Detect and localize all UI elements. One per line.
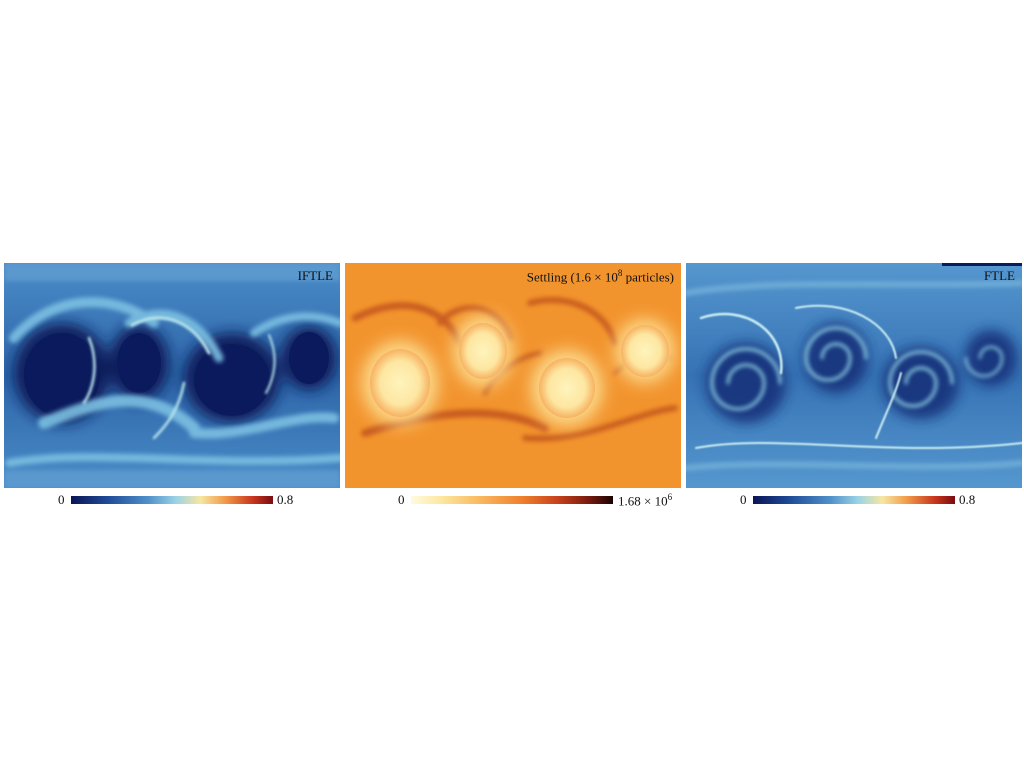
settling-panel-title: Settling (1.6 × 108 particles)	[527, 268, 674, 285]
iftle-panel-title: IFTLE	[297, 268, 333, 283]
settling-title-suffix: particles)	[622, 269, 674, 285]
iftle-colorbar-max: 0.8	[277, 492, 294, 507]
iftle-colorbar-min: 0	[58, 492, 65, 507]
settling-colorbar-gradient	[411, 496, 613, 504]
ftle-field-image: FTLE	[686, 263, 1022, 488]
settling-colorbar-max-mantissa: 1.68 × 10	[618, 493, 668, 509]
ftle-colorbar-min: 0	[740, 492, 747, 507]
settling-field-image: Settling (1.6 × 108 particles)	[345, 263, 681, 488]
settling-colorbar-min: 0	[398, 492, 405, 507]
settling-title-exponent: 8	[617, 268, 623, 278]
ftle-colorbar-gradient	[753, 496, 955, 504]
ftle-colorbar-max: 0.8	[959, 492, 976, 507]
ftle-panel-title: FTLE	[983, 268, 1015, 283]
iftle-field-image: IFTLE	[4, 263, 340, 488]
settling-colorbar-max-exponent: 6	[667, 492, 673, 502]
settling-colorbar: 0 1.68 × 106	[398, 490, 688, 509]
ftle-field-render	[686, 263, 1022, 488]
settling-colorbar-max: 1.68 × 106	[618, 490, 672, 508]
iftle-field-render	[4, 263, 340, 488]
settling-title-prefix: Settling (1.6 × 10	[526, 269, 618, 285]
iftle-colorbar-gradient	[71, 496, 273, 504]
ftle-colorbar: 0 0.8	[740, 493, 1000, 509]
iftle-colorbar: 0 0.8	[58, 493, 318, 509]
settling-field-render	[345, 263, 681, 488]
